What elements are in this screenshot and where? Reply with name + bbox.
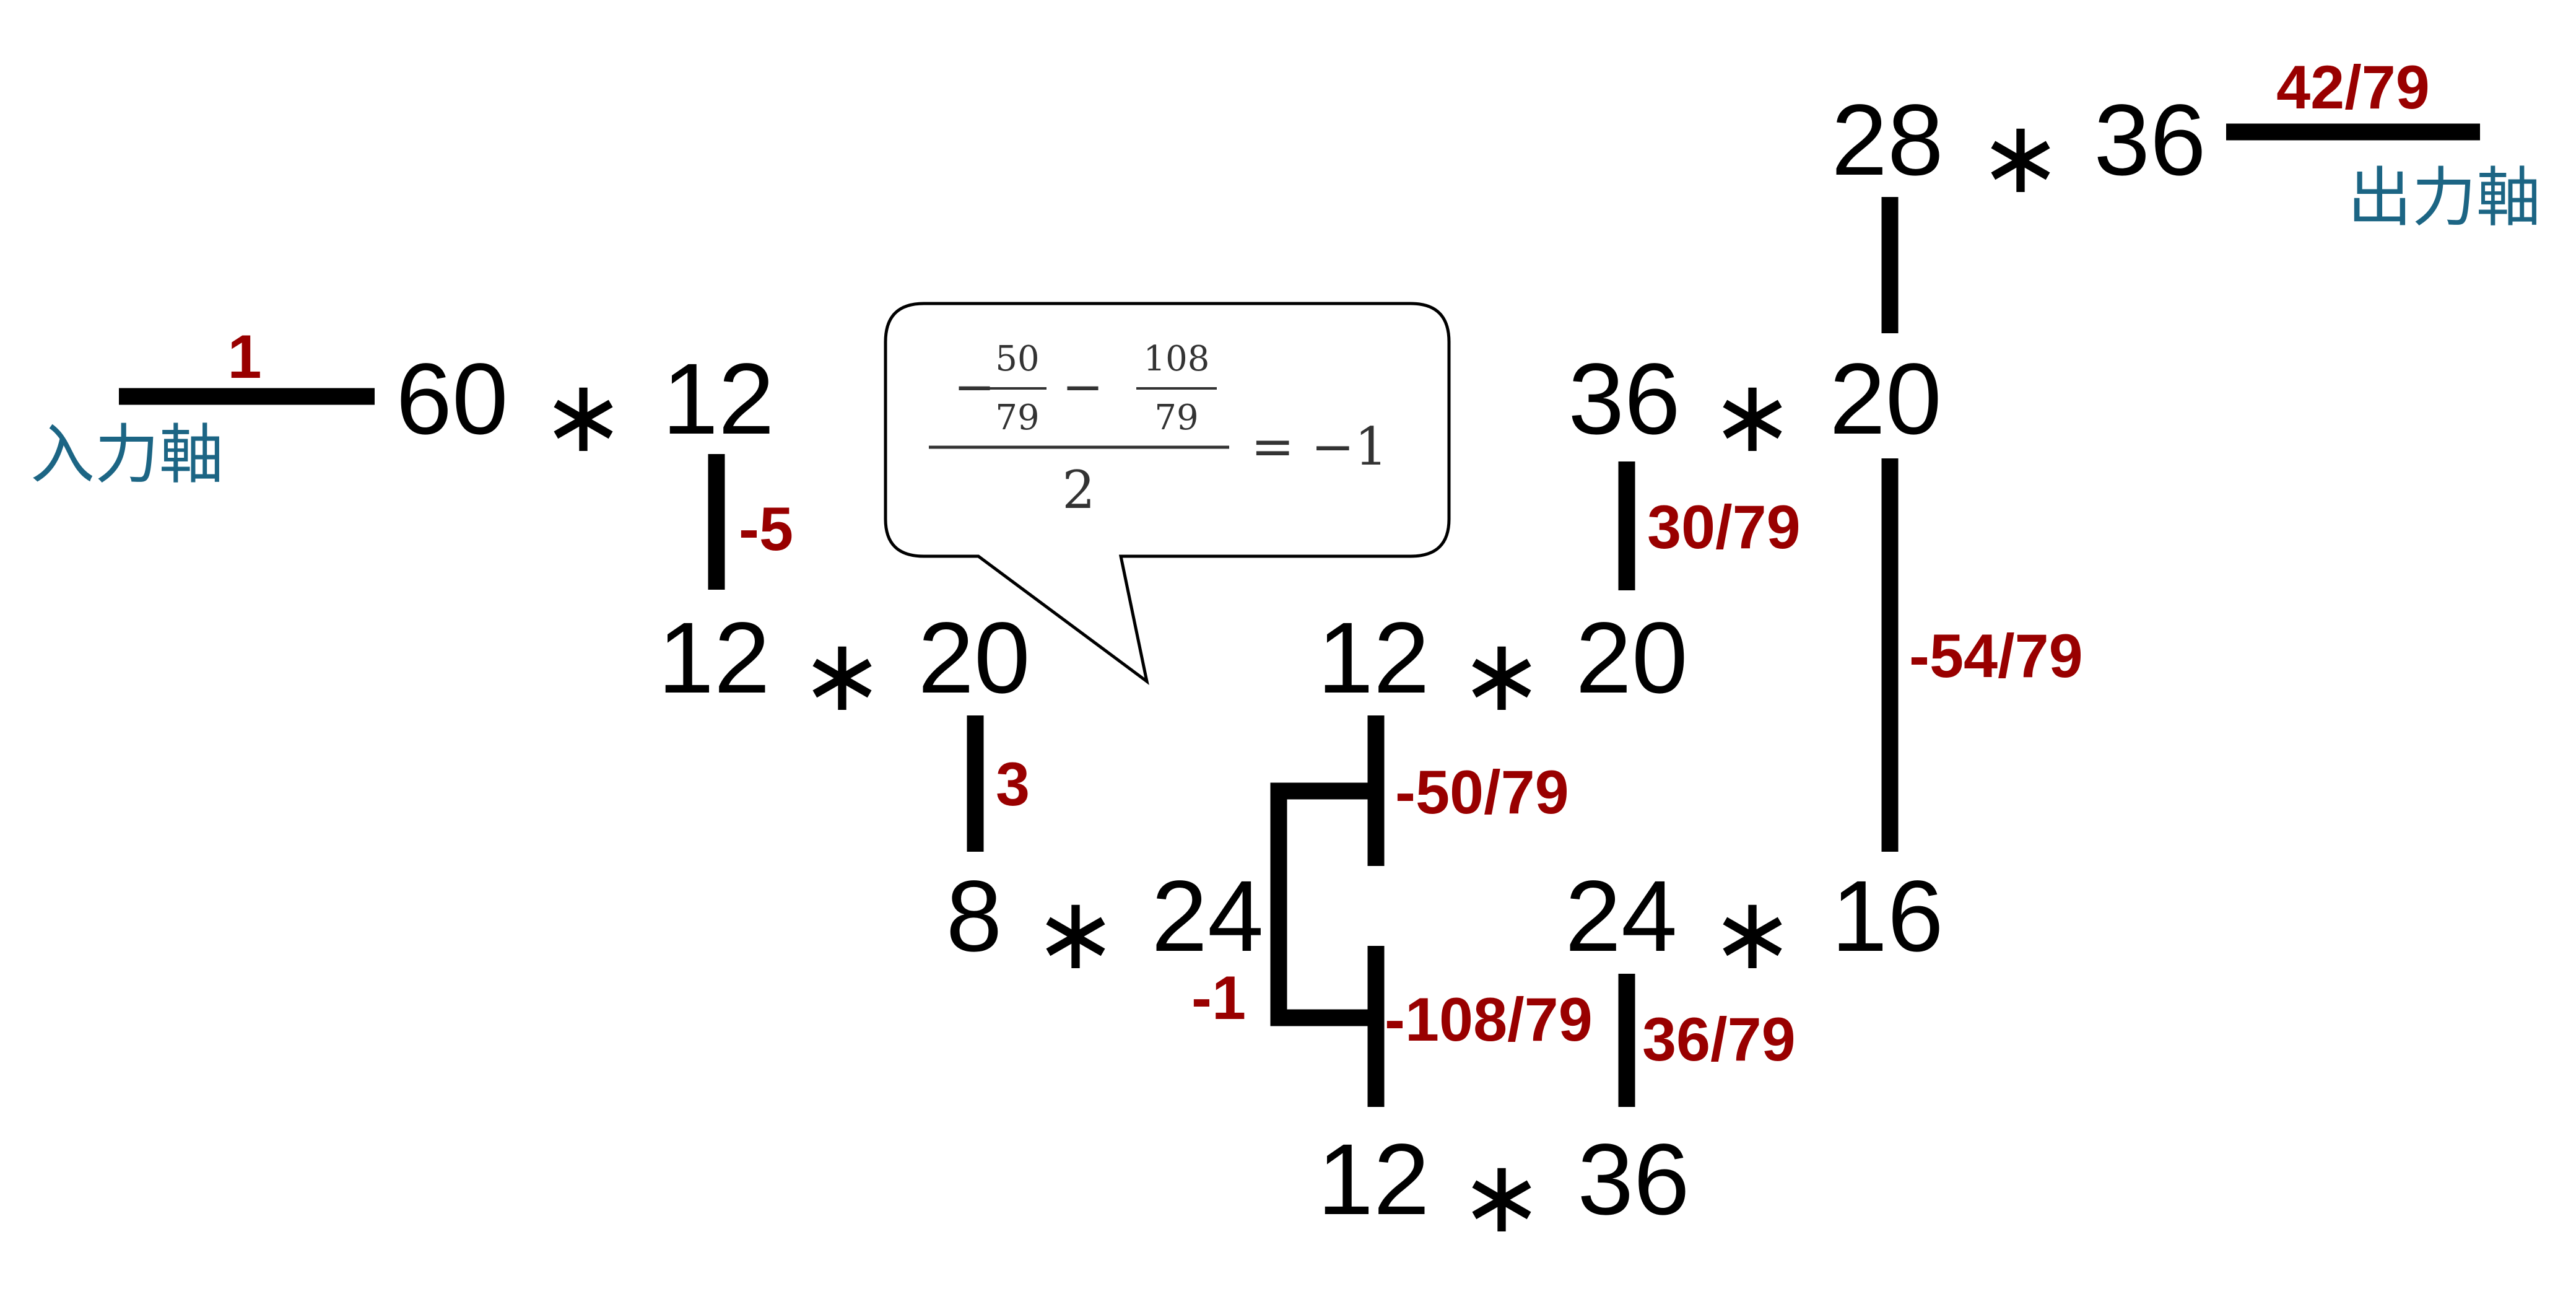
gear-teeth-left: 12 <box>1317 601 1429 714</box>
ratio-g2-g3: 3 <box>996 750 1030 818</box>
mesh-symbol: ∗ <box>800 618 885 732</box>
gear-pair-12-20-b: 12 ∗ 20 <box>1317 601 1687 732</box>
gear-pair-36-20: 36 ∗ 20 <box>1568 342 1941 473</box>
mesh-symbol: ∗ <box>1460 1140 1544 1253</box>
ratio-g5: -108/79 <box>1385 985 1593 1054</box>
carrier-ratio: -1 <box>1191 963 1246 1032</box>
gear-pair-24-16: 24 ∗ 16 <box>1565 859 1943 990</box>
gear-teeth-left: 12 <box>1317 1122 1429 1236</box>
gear-teeth-right: 20 <box>918 601 1030 714</box>
gear-teeth-left: 8 <box>946 859 1003 973</box>
formula-result: = −1 <box>1251 416 1388 477</box>
formula-minus-1: − <box>954 358 995 416</box>
mesh-symbol: ∗ <box>541 359 626 473</box>
gear-pair-12-20-a: 12 ∗ 20 <box>658 601 1030 732</box>
formula-denominator: 2 <box>1062 460 1095 520</box>
mesh-symbol: ∗ <box>1710 359 1795 473</box>
gear-teeth-left: 24 <box>1565 859 1677 973</box>
ratio-g6-g7: -54/79 <box>1909 621 2083 690</box>
gear-teeth-left: 60 <box>396 342 508 455</box>
formula-frac2-den: 79 <box>1154 398 1198 438</box>
gear-teeth-left: 12 <box>658 601 770 714</box>
gear-pair-28-36: 28 ∗ 36 <box>1831 83 2206 214</box>
gear-teeth-left: 28 <box>1831 83 1943 196</box>
callout-bubble <box>884 302 1451 685</box>
mesh-symbol: ∗ <box>1033 877 1118 990</box>
gear-teeth-right: 20 <box>1575 601 1687 714</box>
gear-teeth-right: 36 <box>1577 1122 1689 1236</box>
gear-teeth-right: 36 <box>2094 83 2206 196</box>
formula-callout: − 50 79 − 108 79 2 = −1 <box>884 302 1451 685</box>
mesh-symbol: ∗ <box>1710 877 1795 990</box>
gear-pair-60-12: 60 ∗ 12 <box>396 342 774 473</box>
carrier-bracket <box>1270 782 1381 1026</box>
mesh-symbol: ∗ <box>1460 618 1544 732</box>
formula-minus-2: − <box>1062 358 1103 416</box>
gear-teeth-right: 12 <box>662 342 774 455</box>
gear-teeth-right: 24 <box>1151 859 1263 973</box>
gear-pair-12-36: 12 ∗ 36 <box>1317 1122 1689 1253</box>
ratio-g1-g2: -5 <box>739 494 793 563</box>
gear-teeth-right: 20 <box>1829 342 1941 455</box>
ratio-g4: -50/79 <box>1395 758 1569 826</box>
gear-teeth-right: 16 <box>1831 859 1943 973</box>
output-axis-label: 出力軸 <box>2348 160 2541 235</box>
input-ratio-label: 1 <box>227 322 261 391</box>
ratio-g4-g6: 30/79 <box>1647 492 1801 561</box>
gear-pair-8-24: 8 ∗ 24 <box>946 859 1264 990</box>
gear-teeth-left: 36 <box>1568 342 1680 455</box>
formula-frac1-den: 79 <box>995 398 1039 438</box>
input-axis-label: 入力軸 <box>30 417 224 492</box>
formula-frac1-num: 50 <box>995 339 1039 379</box>
formula-frac2-num: 108 <box>1144 339 1210 379</box>
output-ratio-label: 42/79 <box>2276 53 2430 121</box>
ratio-g5-g7: 36/79 <box>1642 1005 1796 1073</box>
mesh-symbol: ∗ <box>1978 100 2063 214</box>
